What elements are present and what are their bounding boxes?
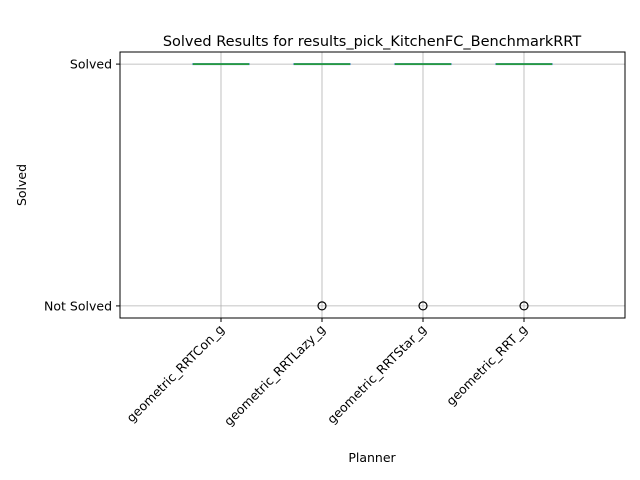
outlier-point-4	[519, 301, 529, 311]
axes-frame	[119, 51, 626, 319]
outlier-point-3	[418, 301, 428, 311]
boxes	[192, 63, 553, 311]
y-tick-label: Solved	[70, 57, 112, 72]
x-axis-label: Planner	[348, 450, 396, 465]
y-tick-label: Not Solved	[44, 298, 112, 313]
outlier-point-2	[317, 301, 327, 311]
chart-title: Solved Results for results_pick_KitchenF…	[163, 34, 582, 50]
y-axis-label: Solved	[14, 164, 29, 206]
